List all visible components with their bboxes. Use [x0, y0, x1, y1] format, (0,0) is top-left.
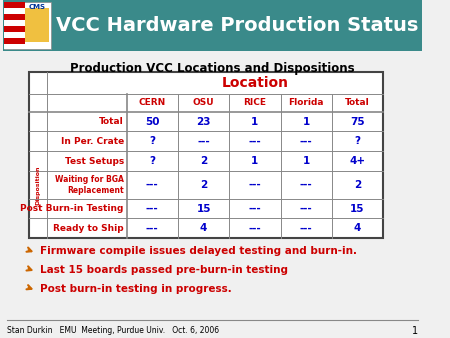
Text: 1: 1: [251, 156, 258, 166]
Text: Post Burn-in Testing: Post Burn-in Testing: [21, 204, 124, 213]
Text: ---: ---: [300, 180, 313, 190]
Text: ?: ?: [355, 136, 360, 146]
Text: 1: 1: [411, 326, 418, 336]
Text: ---: ---: [248, 180, 261, 190]
Text: Total: Total: [345, 98, 370, 107]
FancyBboxPatch shape: [3, 0, 422, 51]
FancyBboxPatch shape: [4, 2, 51, 49]
Text: 23: 23: [196, 117, 211, 127]
Text: Post burn-in testing in progress.: Post burn-in testing in progress.: [40, 284, 232, 294]
FancyBboxPatch shape: [4, 8, 25, 14]
Text: ---: ---: [146, 223, 159, 233]
Text: CMS: CMS: [29, 4, 45, 10]
FancyBboxPatch shape: [4, 2, 25, 8]
Text: OSU: OSU: [193, 98, 214, 107]
Text: CERN: CERN: [139, 98, 166, 107]
Text: 2: 2: [200, 180, 207, 190]
Text: 4+: 4+: [349, 156, 365, 166]
Text: RICE: RICE: [243, 98, 266, 107]
Text: VCC Hardware Production Status: VCC Hardware Production Status: [56, 16, 419, 35]
Text: 1: 1: [302, 156, 310, 166]
FancyBboxPatch shape: [25, 8, 49, 42]
Text: Stan Durkin   EMU  Meeting, Purdue Univ.   Oct. 6, 2006: Stan Durkin EMU Meeting, Purdue Univ. Oc…: [7, 326, 220, 335]
FancyBboxPatch shape: [4, 32, 25, 38]
Text: ---: ---: [248, 223, 261, 233]
Text: 2: 2: [354, 180, 361, 190]
Text: ---: ---: [146, 180, 159, 190]
Text: ---: ---: [300, 223, 313, 233]
FancyBboxPatch shape: [4, 14, 25, 20]
FancyBboxPatch shape: [29, 72, 383, 238]
Text: 2: 2: [200, 156, 207, 166]
Text: ---: ---: [197, 136, 210, 146]
Text: 1: 1: [251, 117, 258, 127]
Text: ?: ?: [149, 136, 155, 146]
Text: 50: 50: [145, 117, 160, 127]
FancyBboxPatch shape: [4, 38, 25, 44]
Text: Waiting for BGA
Replacement: Waiting for BGA Replacement: [55, 175, 124, 195]
Text: ---: ---: [146, 203, 159, 214]
Text: 1: 1: [302, 117, 310, 127]
Text: ---: ---: [300, 203, 313, 214]
Text: 4: 4: [200, 223, 207, 233]
Text: Total: Total: [99, 117, 124, 126]
FancyBboxPatch shape: [4, 26, 25, 32]
Text: Test Setups: Test Setups: [65, 156, 124, 166]
Text: ---: ---: [248, 203, 261, 214]
Text: ---: ---: [300, 136, 313, 146]
Text: 4: 4: [354, 223, 361, 233]
FancyBboxPatch shape: [4, 44, 25, 49]
Text: Location: Location: [221, 76, 288, 90]
Text: Firmware compile issues delayed testing and burn-in.: Firmware compile issues delayed testing …: [40, 246, 357, 256]
Text: Florida: Florida: [288, 98, 324, 107]
FancyBboxPatch shape: [4, 20, 25, 26]
Text: Disposition: Disposition: [36, 165, 40, 204]
Text: ?: ?: [149, 156, 155, 166]
Text: Last 15 boards passed pre-burn-in testing: Last 15 boards passed pre-burn-in testin…: [40, 265, 288, 275]
Text: Ready to Ship: Ready to Ship: [53, 224, 124, 233]
Text: 15: 15: [196, 203, 211, 214]
Text: ---: ---: [248, 136, 261, 146]
Text: 15: 15: [350, 203, 365, 214]
Text: In Per. Crate: In Per. Crate: [61, 137, 124, 146]
Text: Production VCC Locations and Dispositions: Production VCC Locations and Disposition…: [70, 62, 355, 75]
Text: 75: 75: [350, 117, 365, 127]
